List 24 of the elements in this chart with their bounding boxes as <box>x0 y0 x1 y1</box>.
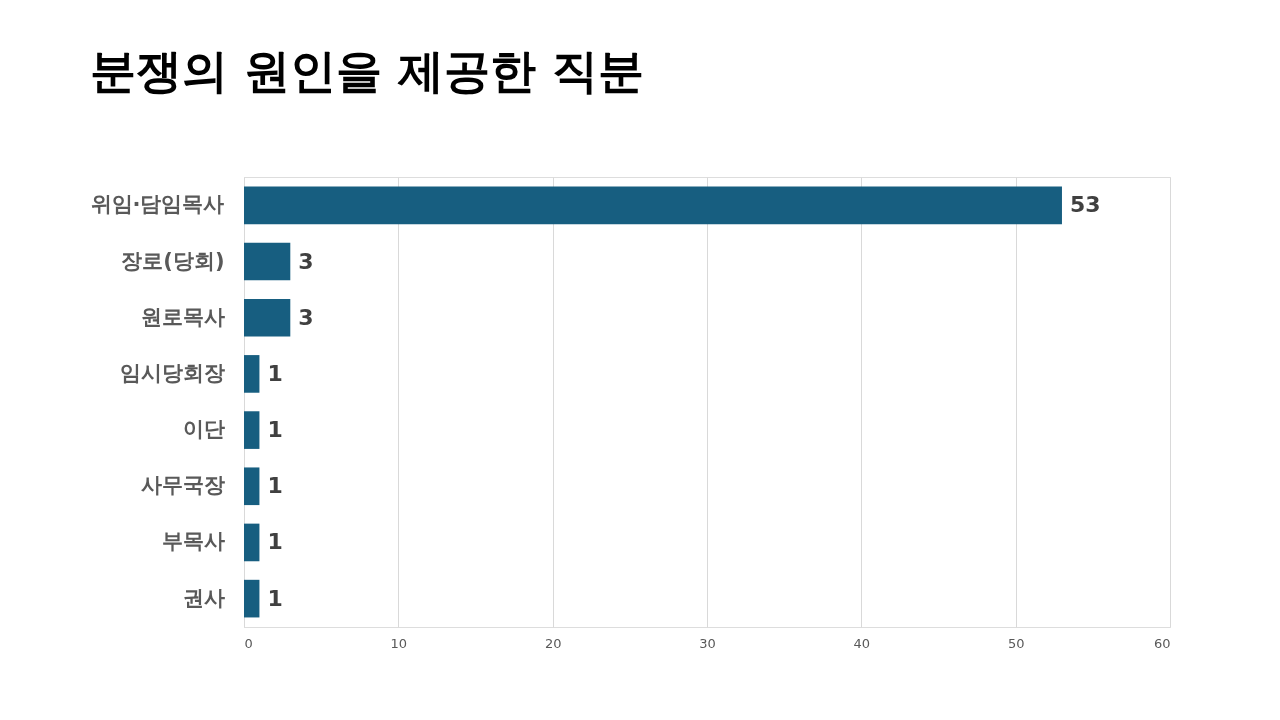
x-tick-label: 20 <box>544 635 562 651</box>
chart-title: 분쟁의 원인을 제공한 직분 <box>90 44 645 98</box>
x-tick-label: 40 <box>853 635 871 651</box>
data-label: 1 <box>267 417 283 443</box>
data-label: 1 <box>267 585 283 611</box>
y-tick-label: 사무국장 <box>140 473 225 498</box>
y-tick-label: 권사 <box>182 585 225 610</box>
x-tick-label: 0 <box>244 635 253 651</box>
data-label: 1 <box>267 473 283 499</box>
y-tick-label: 장로(당회) <box>121 248 225 273</box>
data-label: 3 <box>298 248 314 274</box>
data-label: 53 <box>1069 192 1101 218</box>
y-tick-label: 부목사 <box>161 529 225 554</box>
data-label: 1 <box>267 360 283 386</box>
x-tick-label: 30 <box>699 635 716 651</box>
x-tick-label: 60 <box>1153 635 1171 651</box>
x-tick-label: 10 <box>390 635 408 651</box>
y-tick-label: 이단 <box>182 417 225 442</box>
x-tick-label: 50 <box>1007 635 1025 651</box>
data-label: 1 <box>267 529 283 555</box>
y-tick-label: 원로목사 <box>140 304 225 329</box>
y-tick-label: 임시당회장 <box>119 360 225 385</box>
y-tick-label: 위임·담임목사 <box>90 192 225 217</box>
data-label: 3 <box>298 304 314 330</box>
